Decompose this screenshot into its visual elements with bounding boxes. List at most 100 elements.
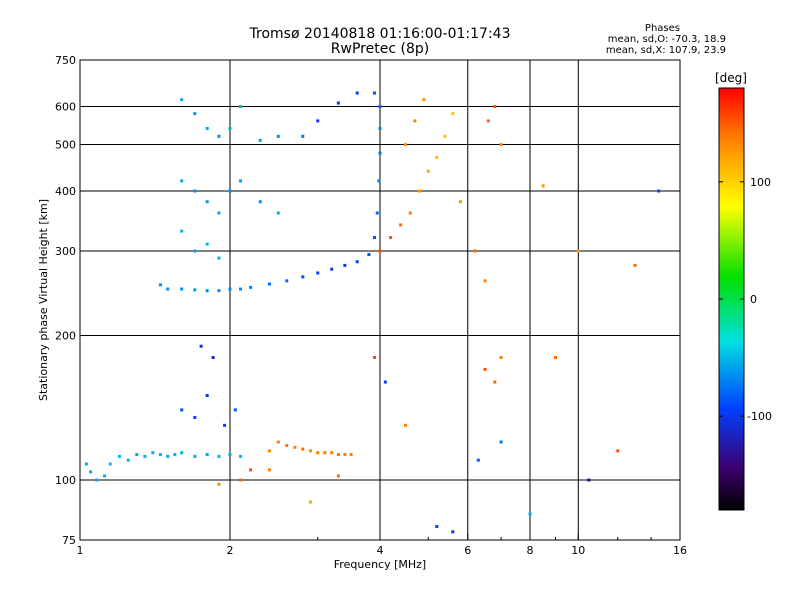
data-point <box>95 478 99 482</box>
data-point <box>205 394 209 398</box>
data-point <box>301 275 305 279</box>
data-point <box>228 189 232 193</box>
data-point <box>217 289 221 293</box>
data-point <box>399 223 403 227</box>
data-point <box>367 253 371 257</box>
data-point <box>426 169 430 173</box>
data-point <box>576 249 580 253</box>
data-point <box>343 453 347 457</box>
data-point <box>89 470 93 474</box>
colorbar-label: [deg] <box>715 71 747 85</box>
data-point <box>316 451 320 455</box>
data-point <box>355 91 359 95</box>
y-axis: 75 100 200 300 400 500 600 750 <box>55 54 86 547</box>
data-point <box>378 105 382 109</box>
data-point <box>267 468 271 472</box>
data-point <box>267 282 271 286</box>
data-point <box>205 200 209 204</box>
data-point <box>343 263 347 267</box>
data-point <box>451 530 455 534</box>
grid-lines <box>80 60 680 540</box>
data-point <box>476 458 480 462</box>
data-point <box>239 179 243 183</box>
colorbar-ticks: 100 0 -100 <box>719 176 772 423</box>
data-point <box>499 355 503 359</box>
data-point <box>158 283 162 287</box>
data-point <box>205 453 209 457</box>
y-tick-label: 75 <box>62 534 76 547</box>
data-point <box>301 134 305 138</box>
data-point <box>403 423 407 427</box>
data-point <box>355 260 359 264</box>
data-point <box>205 242 209 246</box>
data-point <box>373 355 377 359</box>
data-point <box>373 236 377 240</box>
y-tick-label: 200 <box>55 330 76 343</box>
data-point <box>217 256 221 260</box>
data-point <box>211 355 215 359</box>
data-point <box>293 445 297 449</box>
x-tick-label: 16 <box>673 544 687 557</box>
data-point <box>541 184 545 188</box>
data-point <box>633 263 637 267</box>
data-point <box>239 454 243 458</box>
data-point <box>223 423 227 427</box>
data-point <box>180 98 184 102</box>
data-point <box>267 449 271 453</box>
data-point <box>301 447 305 451</box>
data-point <box>451 112 455 116</box>
data-point <box>483 279 487 283</box>
data-point <box>308 500 312 504</box>
chart-title: Tromsø 20140818 01:16:00-01:17:43 <box>249 26 511 42</box>
data-point <box>166 454 170 458</box>
data-point <box>378 249 382 253</box>
data-point <box>158 453 162 457</box>
data-point <box>193 112 197 116</box>
y-tick-label: 600 <box>55 101 76 114</box>
data-point <box>422 98 426 102</box>
data-point <box>233 408 237 412</box>
data-point <box>180 451 184 455</box>
colorbar: [deg] 100 0 -100 <box>715 71 772 511</box>
data-point <box>486 119 490 123</box>
data-point <box>193 454 197 458</box>
colorbar-tick-label: 100 <box>750 176 771 189</box>
data-point <box>408 211 412 215</box>
data-point <box>228 287 232 291</box>
data-point <box>417 189 421 193</box>
data-point <box>657 189 661 193</box>
data-point <box>193 249 197 253</box>
data-point <box>308 449 312 453</box>
data-point <box>483 367 487 371</box>
data-point <box>126 458 130 462</box>
y-tick-label: 750 <box>55 54 76 67</box>
x-axis-label: Frequency [MHz] <box>334 558 426 571</box>
data-point <box>378 126 382 130</box>
data-point <box>330 267 334 271</box>
x-tick-label: 4 <box>377 544 384 557</box>
data-point <box>323 451 327 455</box>
x-tick-label: 8 <box>527 544 534 557</box>
data-point <box>143 454 147 458</box>
data-point <box>553 355 557 359</box>
data-point <box>383 380 387 384</box>
data-point <box>258 138 262 142</box>
data-point <box>173 453 177 457</box>
data-point <box>499 440 503 444</box>
data-points <box>84 91 661 534</box>
data-point <box>258 200 262 204</box>
data-point <box>285 444 289 448</box>
data-point <box>458 200 462 204</box>
data-point <box>205 289 209 293</box>
data-point <box>528 512 532 516</box>
colorbar-tick-label: 0 <box>750 293 757 306</box>
data-point <box>180 287 184 291</box>
y-tick-label: 400 <box>55 185 76 198</box>
y-tick-label: 300 <box>55 245 76 258</box>
data-point <box>493 105 497 109</box>
data-point <box>108 462 112 466</box>
x-axis: 1 2 4 6 8 10 16 <box>77 534 687 557</box>
data-point <box>249 285 253 289</box>
chart-subtitle: RwPretec (8p) <box>330 41 430 57</box>
